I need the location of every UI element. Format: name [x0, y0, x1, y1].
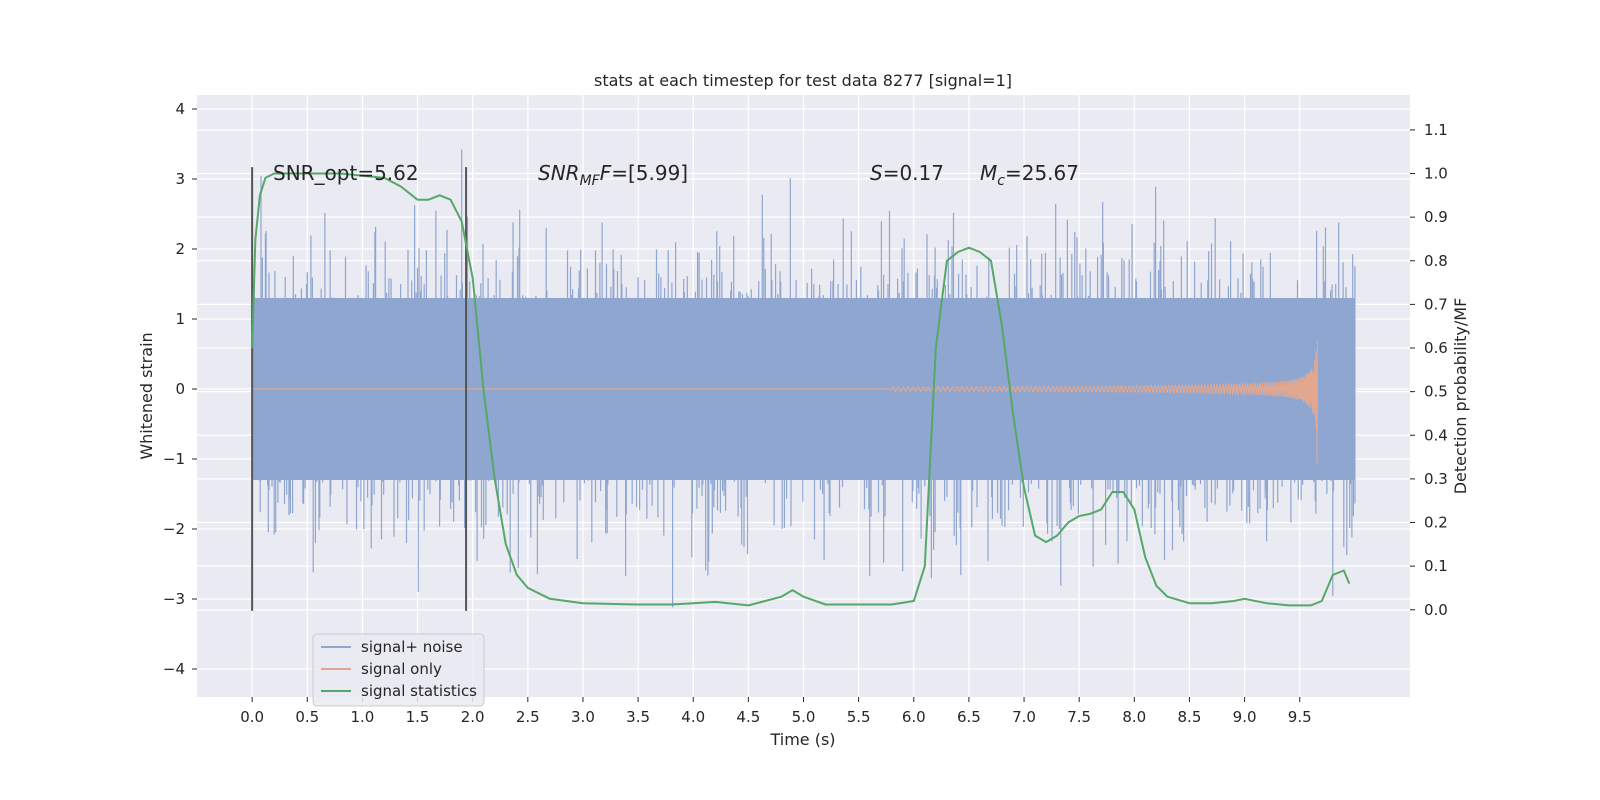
x-tick-label-7: 3.5	[626, 708, 650, 726]
x-tick-label-4: 2.0	[461, 708, 485, 726]
y-tick-label-8: −4	[163, 660, 185, 678]
y-tick-label-1: 3	[175, 170, 185, 188]
y2-tick-label-6: 0.5	[1424, 383, 1448, 401]
y-tick-label-7: −3	[163, 590, 185, 608]
annotation-mc-subscript: c	[997, 173, 1005, 189]
annotation-s-value: =0.17	[883, 161, 944, 185]
series-signal-only	[252, 340, 1318, 466]
x-tick-label-12: 6.0	[902, 708, 926, 726]
x-tick-label-10: 5.0	[792, 708, 816, 726]
annotation-mc: Mc=25.67	[980, 161, 1079, 189]
x-tick-label-13: 6.5	[957, 708, 981, 726]
y-ticks-right: 1.1 1.0 0.9 0.8 0.7 0.6 0.5 0.4 0.3 0.2 0.1 0.0	[1410, 121, 1448, 619]
statistics-line	[251, 172, 1351, 607]
y2-tick-label-0: 1.1	[1424, 121, 1448, 139]
x-tick-label-17: 8.5	[1178, 708, 1202, 726]
x-tick-label-14: 7.0	[1012, 708, 1036, 726]
legend: signal+ noise signal only signal statist…	[312, 633, 485, 707]
x-tick-label-3: 1.5	[406, 708, 430, 726]
annotation-snr-mf: SNRMFF=[5.99]	[538, 161, 688, 189]
x-tick-label-11: 5.5	[847, 708, 871, 726]
y-tick-label-5: −1	[163, 450, 185, 468]
y-tick-label-6: −2	[163, 520, 185, 538]
chirp-line	[891, 340, 1318, 466]
y-tick-label-0: 4	[175, 100, 185, 118]
y2-tick-label-7: 0.4	[1424, 426, 1448, 444]
legend-label-signal-plus-noise: signal+ noise	[361, 638, 463, 656]
annotation-snr-mf-subscript: MF	[580, 173, 601, 189]
x-tick-label-2: 1.0	[350, 708, 374, 726]
x-tick-label-15: 7.5	[1067, 708, 1091, 726]
annotation-s-symbol: S	[870, 161, 883, 185]
y2-axis-label: Detection probability/MF	[1451, 298, 1470, 495]
legend-label-signal-only: signal only	[361, 660, 442, 678]
x-tick-label-8: 4.0	[681, 708, 705, 726]
x-tick-label-9: 4.5	[736, 708, 760, 726]
annotation-snr-mf-f: F	[600, 161, 612, 185]
legend-box	[312, 633, 485, 707]
annotation-snr-mf-symbol: SNR	[538, 161, 580, 185]
y2-tick-label-4: 0.7	[1424, 295, 1448, 313]
legend-label-signal-statistics: signal statistics	[361, 682, 477, 700]
x-tick-label-16: 8.0	[1122, 708, 1146, 726]
y2-tick-label-8: 0.3	[1424, 470, 1448, 488]
y-tick-label-4: 0	[175, 380, 185, 398]
y2-tick-label-9: 0.2	[1424, 514, 1448, 532]
y-ticks-left: 4 3 2 1 0 −1 −2 −3 −4	[163, 100, 197, 678]
y2-tick-label-10: 0.1	[1424, 557, 1448, 575]
annotation-snr-opt: SNR_opt=5.62	[273, 161, 419, 185]
y2-tick-label-1: 1.0	[1424, 165, 1448, 183]
y2-tick-label-3: 0.8	[1424, 252, 1448, 270]
x-ticks: 0.0 0.5 1.0 1.5 2.0 2.5 3.0 3.5 4.0 4.5 5.0 5.5 6.0 6…	[240, 697, 1312, 726]
x-tick-label-6: 3.0	[571, 708, 595, 726]
y-tick-label-3: 1	[175, 310, 185, 328]
x-tick-label-5: 2.5	[516, 708, 540, 726]
y2-tick-label-11: 0.0	[1424, 601, 1448, 619]
x-tick-label-18: 9.0	[1233, 708, 1257, 726]
y-axis-label: Whitened strain	[137, 332, 156, 459]
annotation-s: S=0.17	[870, 161, 944, 185]
annotation-mc-symbol: M	[980, 161, 997, 185]
series-signal-statistics	[251, 172, 1351, 607]
x-tick-label-19: 9.5	[1288, 708, 1312, 726]
annotation-mc-value: =25.67	[1005, 161, 1079, 185]
x-axis-label: Time (s)	[769, 730, 835, 749]
y-tick-label-2: 2	[175, 240, 185, 258]
x-tick-label-0: 0.0	[240, 708, 264, 726]
y2-tick-label-5: 0.6	[1424, 339, 1448, 357]
annotation-snr-mf-value: =[5.99]	[611, 161, 688, 185]
x-tick-label-1: 0.5	[295, 708, 319, 726]
y2-tick-label-2: 0.9	[1424, 208, 1448, 226]
chart-title: stats at each timestep for test data 827…	[594, 71, 1012, 90]
